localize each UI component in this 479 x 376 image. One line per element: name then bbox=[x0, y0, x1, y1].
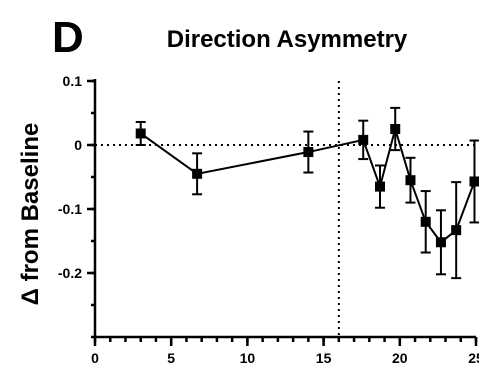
y-axis-label: Δ from Baseline bbox=[17, 123, 44, 306]
y-tick-label: 0.1 bbox=[63, 73, 83, 89]
x-tick-label: 20 bbox=[392, 350, 408, 366]
data-point bbox=[192, 168, 203, 179]
y-tick-label: -0.2 bbox=[58, 265, 82, 281]
x-tick-label: 25 bbox=[468, 350, 479, 366]
data-series bbox=[135, 106, 479, 280]
x-tick-label: 0 bbox=[91, 350, 99, 366]
data-point bbox=[135, 128, 146, 139]
reference-lines bbox=[95, 81, 476, 337]
data-point bbox=[358, 134, 369, 145]
data-point bbox=[374, 181, 385, 192]
y-tick-label: -0.1 bbox=[58, 201, 82, 217]
data-point bbox=[469, 176, 479, 187]
data-point bbox=[303, 147, 314, 158]
data-point bbox=[451, 225, 462, 236]
x-tick-label: 10 bbox=[240, 350, 256, 366]
data-point bbox=[390, 124, 401, 134]
x-tick-label: 5 bbox=[167, 350, 175, 366]
y-tick-label: 0 bbox=[74, 137, 82, 153]
data-point bbox=[405, 175, 416, 186]
chart-title: Direction Asymmetry bbox=[167, 26, 408, 53]
ticks: 0.1 0 -0.1 -0.2 0 5 10 15 20 25 bbox=[58, 73, 479, 366]
axes bbox=[93, 79, 476, 339]
x-tick-label: 15 bbox=[316, 350, 332, 366]
data-point bbox=[420, 216, 431, 227]
panel-label: D bbox=[52, 13, 84, 62]
data-point bbox=[435, 237, 446, 248]
